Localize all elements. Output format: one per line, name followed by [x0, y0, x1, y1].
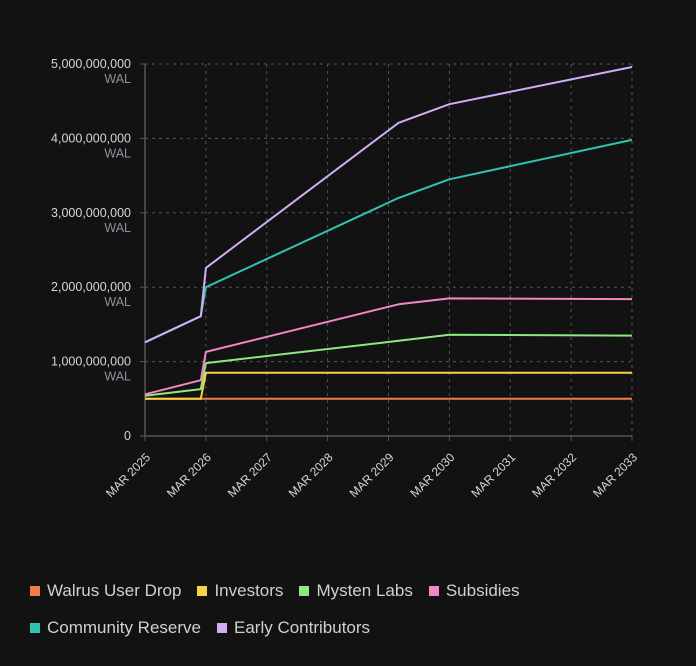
- legend-label: Walrus User Drop: [47, 580, 182, 600]
- grid: [145, 63, 633, 436]
- x-tick-label: MAR 2032: [529, 450, 579, 500]
- y-tick-label: 1,000,000,000: [51, 355, 131, 369]
- legend-swatch: [30, 622, 40, 633]
- y-tick-unit: WAL: [104, 146, 131, 160]
- series-lines: [144, 66, 633, 400]
- y-tick-label: 5,000,000,000: [51, 57, 131, 71]
- legend: Walrus User Drop Investors Mysten Labs Subs…: [30, 580, 570, 638]
- legend-label: Investors: [214, 580, 284, 600]
- series-line-early-contributors: [144, 66, 633, 344]
- x-tick-label: MAR 2029: [347, 450, 397, 500]
- series-line-mysten-labs: [144, 333, 633, 397]
- x-tick-label: MAR 2025: [103, 450, 153, 500]
- y-tick-label: 0: [124, 429, 131, 443]
- y-tick-unit: WAL: [104, 72, 131, 86]
- legend-label: Mysten Labs: [316, 580, 413, 600]
- legend-swatch: [428, 585, 439, 596]
- legend-swatch: [197, 585, 208, 596]
- legend-item[interactable]: Walrus User Drop: [30, 580, 181, 601]
- x-tick-label: MAR 2027: [225, 450, 275, 500]
- legend-swatch: [217, 622, 227, 633]
- y-tick-unit: WAL: [104, 221, 131, 235]
- legend-item[interactable]: Subsidies: [428, 580, 520, 601]
- legend-item[interactable]: Mysten Labs: [299, 580, 413, 601]
- legend-item[interactable]: Early Contributors: [217, 617, 370, 638]
- legend-swatch: [30, 585, 40, 596]
- x-tick-label: MAR 2026: [164, 450, 214, 500]
- axes: 01,000,000,000WAL2,000,000,000WAL3,000,0…: [51, 57, 640, 500]
- y-tick-label: 2,000,000,000: [51, 280, 131, 294]
- x-tick-label: MAR 2028: [286, 450, 336, 500]
- y-tick-unit: WAL: [104, 370, 131, 384]
- series-line-investors: [145, 371, 632, 400]
- y-tick-label: 4,000,000,000: [51, 131, 131, 145]
- legend-label: Subsidies: [445, 580, 520, 600]
- legend-item[interactable]: Community Reserve: [30, 617, 201, 638]
- series-line-subsidies: [144, 297, 633, 396]
- x-tick-label: MAR 2031: [468, 450, 518, 500]
- legend-swatch: [299, 585, 310, 596]
- legend-label: Early Contributors: [234, 617, 371, 637]
- y-tick-unit: WAL: [104, 295, 131, 309]
- legend-item[interactable]: Investors: [197, 580, 283, 601]
- legend-label: Community Reserve: [47, 617, 201, 637]
- y-tick-label: 3,000,000,000: [51, 206, 131, 220]
- x-tick-label: MAR 2033: [590, 450, 640, 500]
- x-tick-label: MAR 2030: [408, 450, 458, 500]
